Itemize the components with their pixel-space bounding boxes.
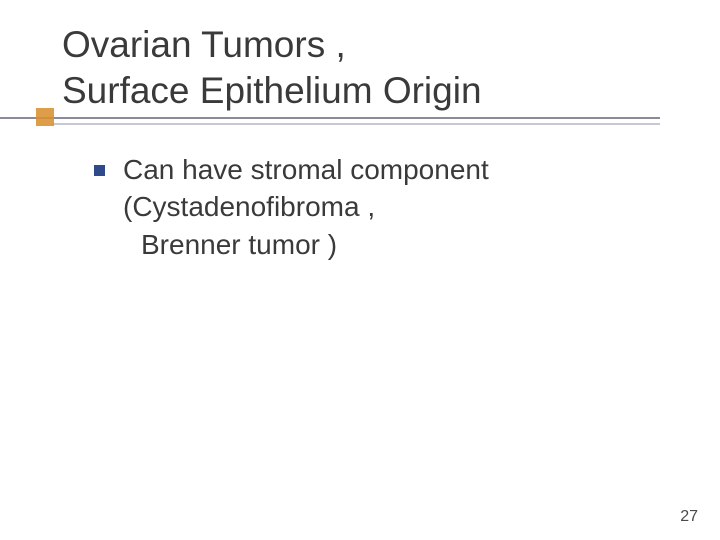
page-number: 27	[680, 508, 698, 526]
accent-square	[36, 108, 54, 126]
bullet-text-wrap: Can have stromal component (Cystadenofib…	[123, 151, 489, 264]
title-block: Ovarian Tumors , Surface Epithelium Orig…	[0, 22, 720, 123]
slide-title-line1: Ovarian Tumors ,	[62, 22, 720, 68]
body-block: Can have stromal component (Cystadenofib…	[0, 123, 720, 264]
bullet-line2: (Cystadenofibroma ,	[123, 188, 489, 226]
bullet-square-icon	[94, 165, 105, 176]
bullet-item: Can have stromal component (Cystadenofib…	[94, 151, 660, 264]
underline-main	[0, 117, 660, 119]
slide-container: Ovarian Tumors , Surface Epithelium Orig…	[0, 0, 720, 540]
slide-title-line2: Surface Epithelium Origin	[62, 68, 720, 114]
bullet-line1: Can have stromal component	[123, 151, 489, 189]
title-underline	[0, 115, 660, 127]
bullet-line3: Brenner tumor )	[123, 226, 489, 264]
underline-shadow	[52, 123, 660, 125]
